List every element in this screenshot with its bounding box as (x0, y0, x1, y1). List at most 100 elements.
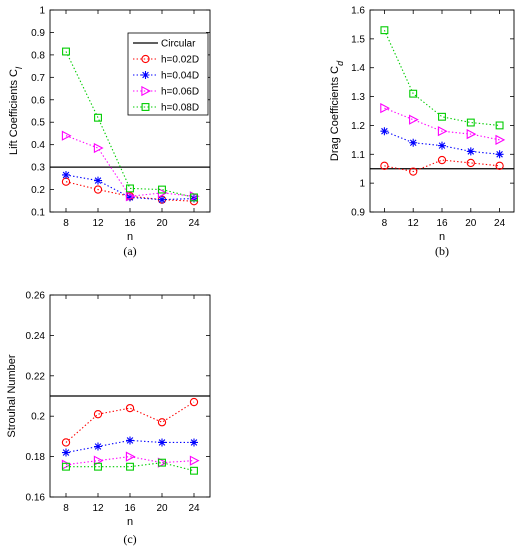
panel-label: (b) (435, 244, 449, 258)
panel-label: (c) (123, 532, 136, 546)
data-point (189, 397, 199, 407)
chart-panel-1: 0.1 0.2 0.3 0.4 0.5 0.6 0.7 0.8 0.9 1 8 12 16 20 24 n Li… (8, 6, 211, 258)
data-point (189, 455, 200, 466)
data-point (438, 112, 446, 121)
x-axis-label: n (127, 231, 133, 243)
legend-entry: h=0.04D (133, 71, 199, 82)
series-h-0-08d (62, 458, 198, 475)
series-line (65, 401, 195, 443)
y-tick-label: 1.3 (351, 92, 365, 103)
data-point (380, 161, 389, 170)
y-tick-label: 0.26 (26, 291, 46, 302)
data-point (495, 121, 504, 130)
panel-label: (a) (123, 244, 136, 258)
series-h-0-08d (380, 26, 504, 130)
legend-marker (141, 103, 150, 111)
x-tick-label: 12 (92, 218, 104, 229)
y-tick-label: 0.8 (31, 50, 45, 61)
y-tick-label: 0.2 (31, 185, 45, 196)
data-point (495, 134, 506, 145)
data-point (157, 418, 167, 427)
data-point (125, 403, 135, 413)
data-point (94, 442, 102, 451)
y-tick-label: 0.5 (31, 118, 45, 129)
data-point (495, 161, 504, 170)
series-line (65, 135, 195, 197)
data-point (62, 448, 70, 457)
series-h-0-06d (380, 103, 506, 145)
series-h-0-04d (380, 127, 504, 159)
y-tick-label: 0.22 (26, 371, 46, 382)
data-point (62, 462, 70, 471)
data-point (437, 126, 448, 137)
data-point (466, 147, 475, 156)
data-point (93, 410, 103, 419)
data-point (409, 167, 418, 176)
y-axis-label: Drag Coefficients Cd (329, 60, 345, 161)
x-tick-label: 8 (63, 218, 69, 229)
data-point (437, 155, 447, 165)
y-tick-label: 0.16 (26, 493, 46, 504)
series-h-0-08d (62, 47, 198, 202)
legend-label: h=0.02D (161, 55, 199, 66)
y-tick-label: 1.2 (351, 121, 365, 132)
data-point (158, 438, 166, 447)
data-point (94, 176, 102, 185)
data-point (94, 113, 102, 122)
data-point (61, 130, 72, 141)
x-tick-label: 8 (382, 218, 388, 229)
x-tick-label: 24 (188, 218, 200, 229)
y-tick-label: 0.4 (31, 140, 45, 151)
y-tick-label: 0.9 (351, 208, 365, 219)
data-point (93, 455, 104, 466)
x-tick-label: 20 (156, 503, 168, 514)
x-tick-label: 20 (156, 218, 168, 229)
data-point (126, 436, 134, 445)
legend-entry: h=0.02D (133, 55, 199, 66)
data-point (158, 185, 166, 194)
series-h-0-04d (62, 436, 198, 457)
x-tick-label: 16 (436, 218, 448, 229)
chart-panel-2: 0.9 1 1.1 1.2 1.3 1.4 1.5 1.6 8 12 16 20 24 n Drag Coe… (329, 6, 515, 258)
data-point (61, 438, 71, 447)
plot-area (369, 9, 515, 213)
y-tick-label: 0.6 (31, 95, 45, 106)
x-tick-label: 16 (124, 503, 136, 514)
data-point (466, 118, 475, 127)
series-line (384, 107, 500, 141)
legend-label: Circular (161, 39, 196, 50)
y-axis-label: Strouhal Number (6, 354, 18, 437)
data-point (126, 462, 134, 471)
y-tick-label: 0.9 (31, 28, 45, 39)
x-tick-label: 24 (494, 218, 506, 229)
y-tick-label: 0.18 (26, 452, 46, 463)
legend-label: h=0.08D (161, 103, 199, 114)
legend: Circular h=0.02D h=0.04D h=0.06D h=0.08D (127, 32, 209, 116)
data-point (380, 26, 389, 35)
legend-entry: Circular (133, 39, 196, 50)
x-tick-label: 24 (188, 503, 200, 514)
y-tick-label: 1.1 (351, 150, 365, 161)
legend-label: h=0.06D (161, 87, 199, 98)
y-axis-label-subscript: l (14, 66, 24, 69)
legend-box (127, 32, 209, 116)
x-tick-label: 12 (92, 503, 104, 514)
y-tick-label: 1.6 (351, 6, 365, 17)
data-point (94, 462, 102, 471)
data-point (409, 114, 419, 125)
data-point (466, 158, 475, 168)
data-point (466, 128, 477, 140)
data-point (495, 150, 504, 159)
data-point (158, 195, 166, 204)
x-tick-label: 12 (408, 218, 420, 229)
x-axis-label: n (127, 516, 133, 528)
data-point (158, 458, 166, 467)
data-point (190, 193, 198, 202)
data-point (93, 142, 104, 154)
data-point (125, 191, 136, 202)
legend-entry: h=0.06D (133, 85, 199, 98)
y-axis-label: Lift Coefficients Cl (8, 66, 24, 155)
data-point (126, 184, 134, 193)
data-point (438, 141, 446, 150)
